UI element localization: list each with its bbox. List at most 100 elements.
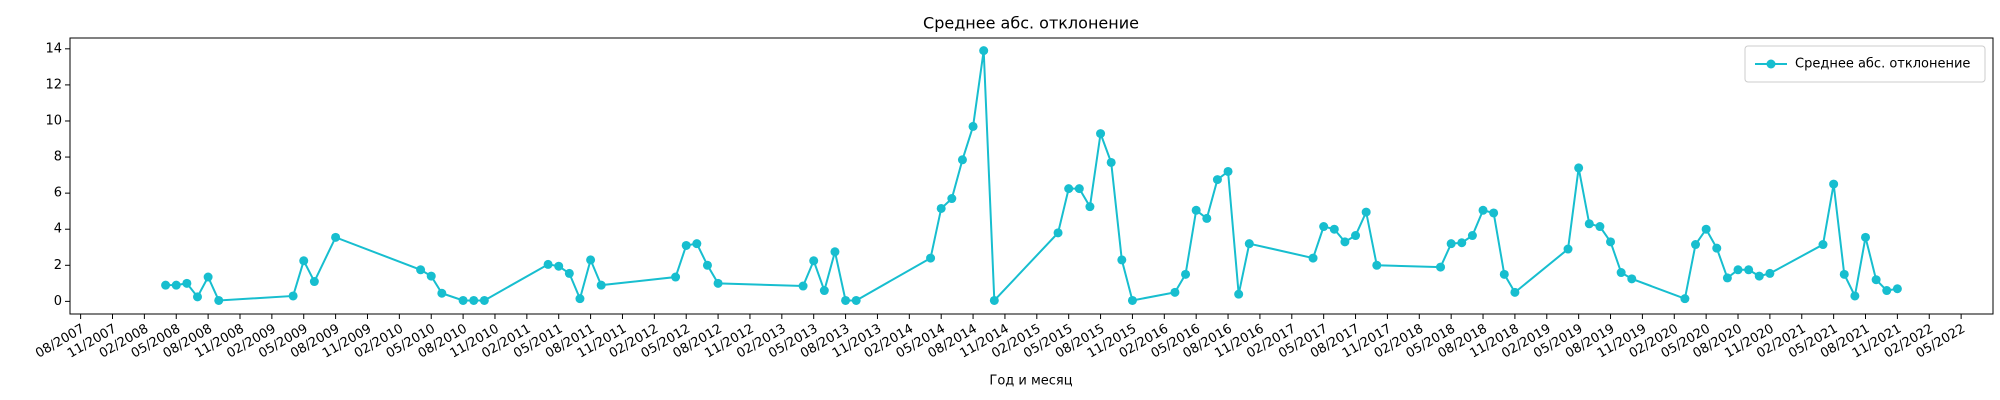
point (575, 294, 585, 304)
point (1701, 224, 1711, 234)
point (692, 239, 702, 249)
legend-box (1744, 45, 1986, 83)
y-tick-label: 8 (54, 150, 62, 165)
point (1616, 268, 1626, 278)
point (1319, 222, 1329, 232)
y-tick-label: 4 (54, 222, 62, 237)
point (469, 295, 479, 305)
point (1499, 269, 1509, 279)
point (1106, 157, 1116, 167)
y-tick-label: 2 (54, 258, 62, 273)
point (1829, 179, 1839, 189)
point (1234, 289, 1244, 299)
point (1850, 291, 1860, 301)
point (1563, 244, 1573, 254)
point (192, 292, 202, 302)
point (819, 286, 829, 296)
y-tick-label: 10 (45, 113, 62, 128)
point (1340, 237, 1350, 247)
point (299, 256, 309, 266)
point (1096, 129, 1106, 139)
point (1595, 222, 1605, 232)
point (926, 253, 936, 263)
point (936, 203, 946, 213)
point (1117, 255, 1127, 265)
point (1064, 184, 1074, 194)
point (171, 280, 181, 290)
point (1733, 265, 1743, 275)
line (165, 50, 1898, 303)
point (1446, 239, 1456, 249)
y-tick-label: 12 (45, 77, 62, 92)
point (957, 155, 967, 165)
legend-marker (1766, 59, 1776, 69)
point (979, 46, 989, 56)
point (1871, 275, 1881, 285)
point (989, 295, 999, 305)
point (671, 272, 681, 282)
point (1712, 243, 1722, 253)
point (1606, 237, 1616, 247)
y-tick-label: 0 (54, 294, 62, 309)
point (841, 295, 851, 305)
point (1244, 239, 1254, 249)
point (1744, 265, 1754, 275)
point (1202, 213, 1212, 223)
point (851, 295, 861, 305)
point (1489, 208, 1499, 218)
point (1882, 286, 1892, 296)
point (479, 295, 489, 305)
point (1754, 271, 1764, 281)
point (1127, 295, 1137, 305)
point (702, 260, 712, 270)
point (1892, 284, 1902, 294)
point (564, 268, 574, 278)
point (426, 271, 436, 281)
point (1223, 166, 1233, 176)
point (798, 281, 808, 291)
point (586, 255, 596, 265)
point (1308, 253, 1318, 263)
point (214, 295, 224, 305)
point (1053, 228, 1063, 238)
point (543, 259, 553, 269)
y-tick-label: 14 (45, 41, 62, 56)
x-axis-label: Год и месяц (989, 374, 1072, 389)
point (182, 278, 192, 288)
point (1861, 232, 1871, 242)
point (1680, 294, 1690, 304)
point (203, 272, 213, 282)
point (1170, 287, 1180, 297)
point (161, 280, 171, 290)
point (809, 256, 819, 266)
point (1181, 269, 1191, 279)
point (1467, 231, 1477, 241)
point (947, 194, 957, 204)
point (1085, 202, 1095, 212)
point (458, 295, 468, 305)
chart-title: Среднее абс. отклонение (923, 14, 1139, 33)
point (596, 280, 606, 290)
point (1212, 175, 1222, 185)
point (1574, 163, 1584, 173)
point (331, 232, 341, 242)
point (830, 247, 840, 257)
point (416, 265, 426, 275)
point (1839, 269, 1849, 279)
plot-frame (69, 37, 1994, 315)
point (1361, 207, 1371, 217)
point (1478, 205, 1488, 215)
point (309, 277, 319, 287)
point (1510, 287, 1520, 297)
point (1818, 240, 1828, 250)
point (437, 288, 447, 298)
point (1372, 260, 1382, 270)
point (1191, 205, 1201, 215)
point (713, 278, 723, 288)
point (1457, 238, 1467, 248)
point (288, 291, 298, 301)
y-tick-label: 6 (54, 186, 62, 201)
point (1074, 184, 1084, 194)
point (1722, 273, 1732, 283)
